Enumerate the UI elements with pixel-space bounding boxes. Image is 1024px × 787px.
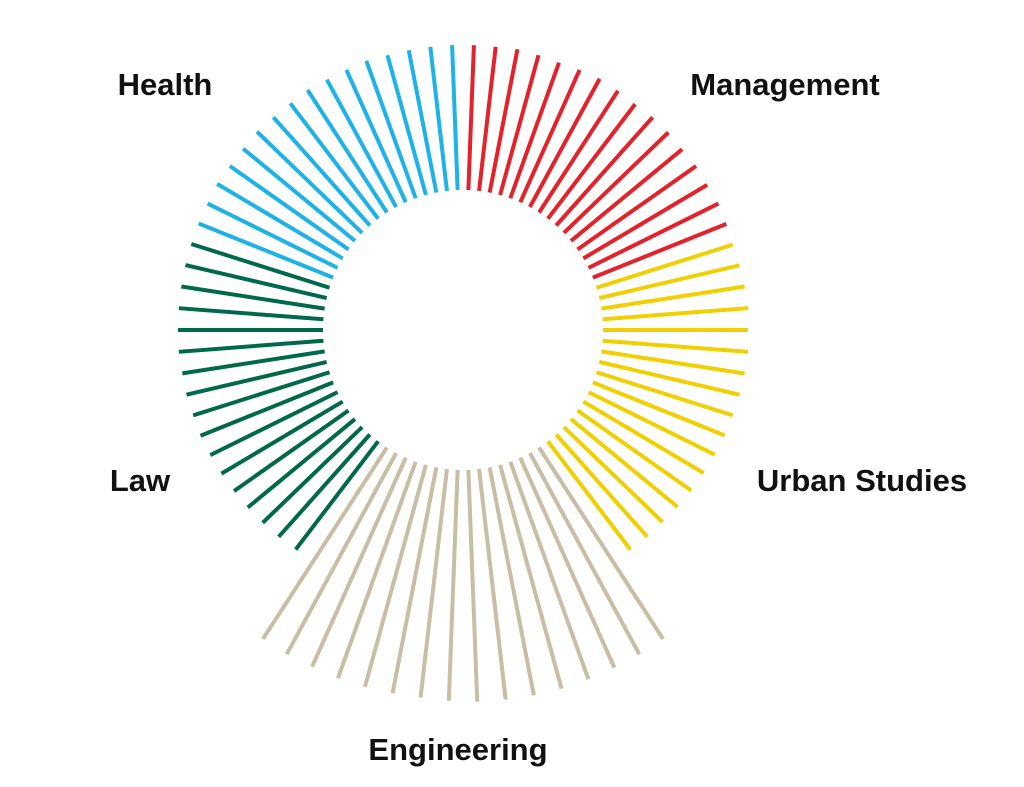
- radial-bar: [255, 130, 364, 235]
- radial-bar: [592, 221, 728, 280]
- radial-bar: [601, 349, 745, 376]
- radial-bar: [232, 408, 350, 493]
- radial-bar: [364, 60, 418, 199]
- radial-bar: [446, 469, 460, 701]
- radial-bar: [518, 69, 582, 204]
- radial-bar: [246, 417, 357, 510]
- radial-bar: [508, 461, 591, 680]
- radial-bar: [554, 115, 655, 227]
- radial-bar: [181, 284, 325, 311]
- radial-bar: [598, 359, 740, 397]
- radial-bar: [602, 338, 749, 354]
- radial-bar: [576, 164, 698, 252]
- radial-bar: [466, 45, 476, 191]
- radial-bar: [199, 380, 334, 438]
- radial-bar: [582, 183, 709, 261]
- radial-bar: [220, 399, 344, 476]
- radial-bar: [598, 263, 740, 301]
- radial-bar: [325, 78, 398, 208]
- radial-bar: [294, 440, 380, 551]
- radial-bar: [487, 467, 536, 696]
- radial-bar: [310, 456, 408, 668]
- radial-bar: [487, 48, 520, 193]
- series-label: Health: [118, 67, 213, 102]
- radial-bar: [418, 468, 449, 698]
- series-label: Management: [690, 67, 879, 102]
- radial-bar: [537, 89, 620, 214]
- radial-bar: [228, 164, 350, 252]
- radial-bar: [186, 359, 328, 397]
- radial-bar: [190, 242, 331, 290]
- radial-bar: [182, 349, 325, 376]
- radial-bar: [305, 88, 389, 214]
- radial-bar: [428, 46, 449, 192]
- radial-bar: [546, 102, 637, 220]
- radial-bar: [288, 102, 380, 220]
- radial-bar: [178, 338, 324, 354]
- radial-bar: [518, 456, 617, 669]
- radial-bar: [498, 464, 564, 690]
- radial-bar: [390, 467, 439, 694]
- radial-bar: [241, 147, 357, 243]
- radial-bar: [562, 130, 670, 235]
- radial-bar: [336, 461, 418, 679]
- radial-bar: [582, 399, 705, 475]
- radial-bar: [569, 147, 684, 243]
- series-label: Law: [110, 463, 171, 498]
- radial-bar: [206, 201, 339, 270]
- radial-bar: [385, 54, 428, 196]
- radial-bar: [569, 417, 679, 509]
- radial-bar: [344, 69, 408, 204]
- radial-bar: [528, 452, 642, 656]
- radial-bar: [537, 446, 665, 640]
- radial-bar: [546, 440, 632, 551]
- radial-bar: [554, 433, 649, 539]
- radial-bar: [271, 115, 372, 227]
- radial-bar: [466, 469, 480, 702]
- radial-bar: [587, 390, 716, 457]
- radial-bar: [277, 433, 372, 539]
- radial-bar: [592, 380, 726, 438]
- radial-bar: [602, 306, 749, 322]
- radial-bar: [261, 425, 364, 525]
- radial-bar: [477, 46, 498, 192]
- radial-bar: [576, 408, 693, 493]
- radial-bar: [587, 201, 720, 270]
- radial-bar: [562, 425, 664, 524]
- radial-bar: [192, 370, 331, 418]
- radial-bar: [595, 242, 734, 290]
- radial-bar: [508, 62, 561, 199]
- radial-bar: [284, 452, 398, 656]
- radial-bar: [185, 263, 328, 301]
- radial-bar: [216, 182, 344, 261]
- series-label: Urban Studies: [757, 463, 967, 498]
- radial-bar: [601, 284, 745, 311]
- radial-bar: [450, 45, 460, 191]
- radial-bar: [261, 446, 389, 640]
- radial-bar: [209, 390, 339, 457]
- radial-bar: [363, 464, 428, 688]
- radial-bar: [477, 468, 508, 700]
- radial-bar: [406, 49, 439, 193]
- radial-bar: [197, 221, 334, 280]
- radial-bar: [498, 54, 541, 196]
- series-label: Engineering: [368, 732, 547, 767]
- radial-bar: [528, 77, 602, 208]
- radial-bar: [178, 306, 324, 322]
- radial-bar: [595, 370, 734, 418]
